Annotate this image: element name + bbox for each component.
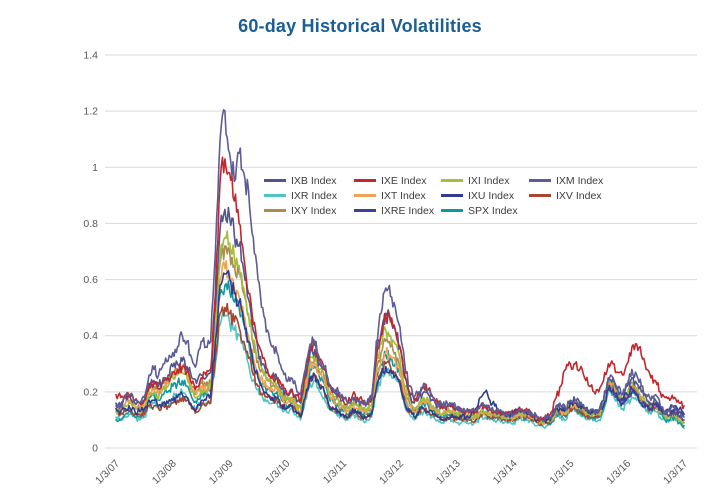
series-line-ixm-index <box>115 109 685 423</box>
x-tick-label: 1/3/11 <box>321 458 350 487</box>
legend-label: IXR Index <box>291 189 338 202</box>
x-tick-label: 1/3/12 <box>377 458 406 487</box>
legend-item-ixm-index: IXM Index <box>529 175 629 187</box>
legend-label: IXE Index <box>381 174 427 187</box>
legend-item-ixy-index: IXY Index <box>264 205 354 217</box>
legend-item-ixre-index: IXRE Index <box>354 205 441 217</box>
legend-swatch-line <box>264 179 286 182</box>
series-line-ixe-index <box>115 156 685 422</box>
legend-swatch-line <box>354 179 376 182</box>
chart-legend: IXB Index IXE Index IXI Index IXM Index IXR … <box>264 173 629 218</box>
legend-swatch-line <box>264 209 286 212</box>
legend-item-spx-index: SPX Index <box>441 205 529 217</box>
legend-label: IXY Index <box>291 204 337 217</box>
y-tick-label: 0.2 <box>83 386 98 398</box>
legend-item-ixu-index: IXU Index <box>441 190 529 202</box>
chart-title: 60-day Historical Volatilities <box>238 16 482 36</box>
legend-item-ixb-index: IXB Index <box>264 175 354 187</box>
legend-swatch-line <box>264 194 286 197</box>
legend-label: IXB Index <box>291 174 337 187</box>
legend-swatch-line <box>441 209 463 212</box>
legend-item-ixt-index: IXT Index <box>354 190 441 202</box>
x-tick-label: 1/3/14 <box>491 458 520 487</box>
series-line-ixi-index <box>115 230 685 425</box>
legend-swatch-line <box>441 179 463 182</box>
legend-swatch-line <box>441 194 463 197</box>
legend-label: IXU Index <box>468 189 515 202</box>
legend-label: IXRE Index <box>381 204 435 217</box>
legend-label: SPX Index <box>468 204 518 217</box>
series-line-ixv-index <box>115 302 685 427</box>
legend-label: IXM Index <box>556 174 604 187</box>
legend-item-ixv-index: IXV Index <box>529 190 629 202</box>
legend-label: IXI Index <box>468 174 510 187</box>
x-tick-label: 1/3/10 <box>263 458 292 487</box>
x-tick-label: 1/3/08 <box>150 458 179 487</box>
legend-swatch-line <box>354 209 376 212</box>
x-tick-label: 1/3/17 <box>661 458 690 487</box>
x-tick-label: 1/3/13 <box>434 458 463 487</box>
legend-label: IXV Index <box>556 189 602 202</box>
x-tick-label: 1/3/16 <box>604 458 633 487</box>
x-tick-label: 1/3/09 <box>207 458 236 487</box>
legend-item-ixe-index: IXE Index <box>354 175 441 187</box>
y-tick-label: 0 <box>92 443 98 455</box>
series-line-ixre-index <box>612 389 685 417</box>
y-tick-label: 1 <box>92 162 98 174</box>
x-tick-label: 1/3/07 <box>93 458 122 487</box>
legend-item-ixi-index: IXI Index <box>441 175 529 187</box>
y-tick-label: 1.4 <box>83 50 98 62</box>
legend-swatch-line <box>529 194 551 197</box>
y-tick-label: 0.4 <box>83 330 98 342</box>
y-tick-label: 0.8 <box>83 218 98 230</box>
legend-swatch-line <box>529 179 551 182</box>
y-tick-label: 1.2 <box>83 106 98 118</box>
legend-item-ixr-index: IXR Index <box>264 190 354 202</box>
x-tick-label: 1/3/15 <box>547 458 576 487</box>
y-tick-label: 0.6 <box>83 274 98 286</box>
legend-label: IXT Index <box>381 189 426 202</box>
legend-swatch-line <box>354 194 376 197</box>
